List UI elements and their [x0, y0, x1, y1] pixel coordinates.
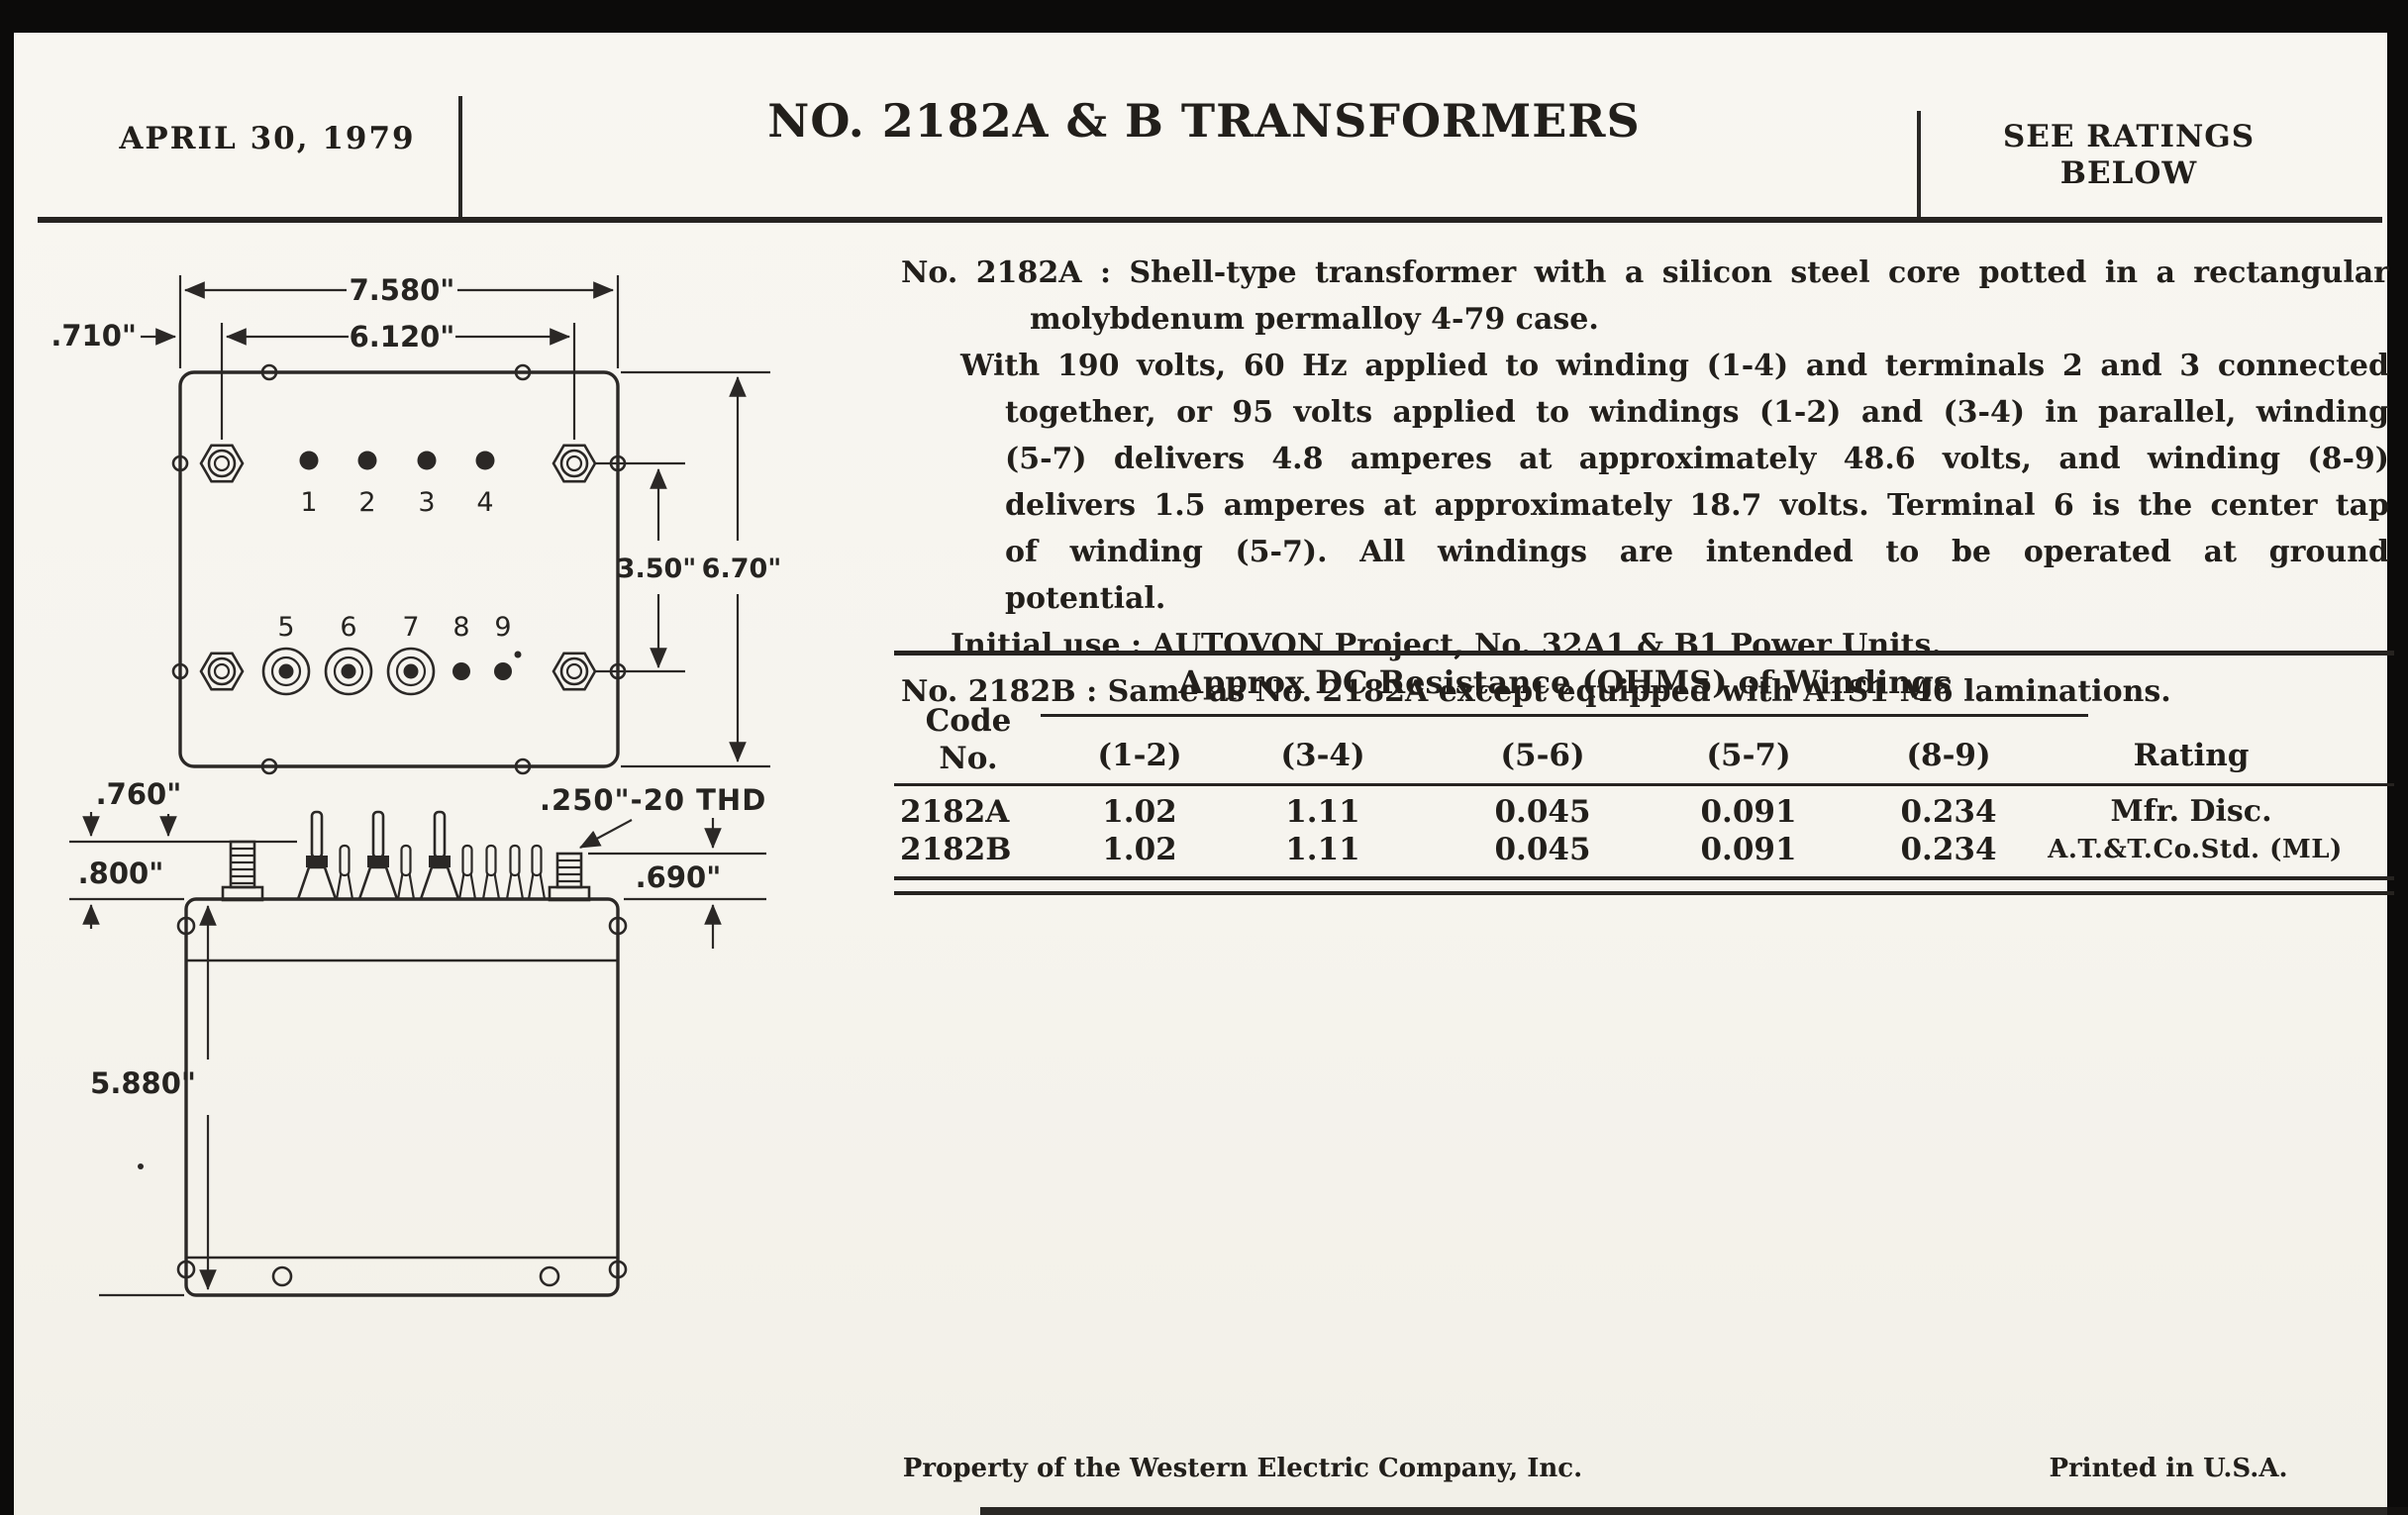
description-line: of winding (5-7). All windings are inten…	[1005, 535, 2389, 569]
case-outline-top-view	[178, 370, 620, 768]
description-line: potential.	[1005, 581, 1166, 616]
dim-label-350: 3.50"	[617, 554, 697, 584]
table-row: 2182B 1.02 1.11 0.045 0.091 0.234 A.T.&T…	[894, 831, 2394, 868]
dim-label-710: .710"	[50, 319, 137, 353]
dimension-case-height-side: 5.880"	[90, 904, 217, 1297]
table-mid-rule	[894, 783, 2394, 786]
dimension-inner-width: 6.120"	[220, 320, 576, 440]
page-title: NO. 2182A & B TRANSFORMERS	[767, 94, 1641, 148]
dim-label-thread: .250"-20 THD	[540, 783, 766, 817]
variant-2182b-line: No. 2182B : Same as No. 2182A except equ…	[901, 674, 2171, 709]
col-header-8-9: (8-9)	[1906, 738, 1991, 773]
ratings-note-line1: SEE RATINGS	[2002, 119, 2256, 154]
r34-cell: 1.11	[1285, 832, 1360, 867]
dim-label-800: .800"	[78, 857, 164, 890]
r56-cell: 0.045	[1494, 832, 1591, 867]
header-divider-right	[1917, 111, 1921, 221]
terminals-row2: 5 6 7 8 9	[261, 612, 522, 696]
printed-note: Printed in U.S.A.	[2049, 1454, 2288, 1483]
dimension-outer-width: 7.580"	[178, 273, 620, 368]
header-rule	[38, 217, 2382, 223]
base-hole	[539, 1265, 560, 1287]
case-outline-side-view	[184, 897, 620, 1297]
col-header-5-7: (5-7)	[1706, 738, 1791, 773]
dimension-case-height: 6.70"	[621, 370, 782, 768]
table-span-header: Approx DC Resistance (OHMS) of Windings	[1178, 663, 1952, 701]
terminal-label: 8	[452, 612, 469, 643]
dim-label-690: .690"	[636, 860, 722, 894]
paper-sheet	[14, 33, 2387, 1515]
terminal-label: 6	[340, 612, 356, 643]
side-view-drawing: .760" .800" 5.880" .250"-20 THD	[69, 777, 766, 1297]
code-cell: 2182A	[900, 794, 1010, 830]
description-line: together, or 95 volts applied to winding…	[1005, 395, 2389, 430]
terminal-label: 9	[494, 612, 511, 643]
dimension-stud-height-right: .690"	[588, 818, 766, 949]
description-line: No. 2182A : Shell-type transformer with …	[901, 255, 2389, 290]
initial-use-line: Initial use : AUTOVON Project, No. 32A1 …	[951, 628, 1942, 662]
resistance-table: Approx DC Resistance (OHMS) of Windings …	[894, 651, 2394, 900]
ratings-note: SEE RATINGS BELOW	[1931, 119, 2327, 192]
terminal-label: 4	[476, 487, 493, 518]
r89-cell: 0.234	[1900, 832, 1997, 867]
table-bottom-rule	[894, 876, 2394, 895]
terminal-label: 7	[402, 612, 419, 643]
code-column-header: Code No.	[894, 702, 1043, 777]
top-view-drawing: 1 2 3 4 5 6 7 8 9 7.580"	[50, 273, 782, 775]
table-top-rule	[894, 651, 2394, 656]
description-line: With 190 volts, 60 Hz applied to winding…	[960, 349, 2389, 383]
header-divider-left	[458, 96, 462, 221]
r57-cell: 0.091	[1700, 794, 1797, 830]
dimension-thread-callout: .250"-20 THD	[540, 783, 766, 849]
terminal-label: 3	[418, 487, 435, 518]
terminal-pins	[296, 810, 547, 901]
threaded-stud-left	[221, 840, 264, 902]
terminal-label: 1	[300, 487, 317, 518]
dim-label-7580: 7.580"	[350, 273, 455, 307]
terminals-row1: 1 2 3 4	[299, 451, 495, 518]
description-line: (5-7) delivers 4.8 amperes at approximat…	[1005, 442, 2389, 476]
rating-cell: Mfr. Disc.	[2110, 794, 2272, 829]
document-date: APRIL 30, 1979	[119, 121, 416, 156]
r34-cell: 1.11	[1285, 794, 1360, 830]
r56-cell: 0.045	[1494, 794, 1591, 830]
dim-label-5880: 5.880"	[90, 1066, 196, 1100]
code-header-line1: Code	[925, 703, 1012, 739]
case-seam-tabs	[171, 363, 627, 775]
dimension-edge-offset: .710"	[50, 319, 177, 353]
dim-label-6120: 6.120"	[350, 320, 455, 354]
base-hole	[271, 1265, 293, 1287]
table-row: 2182A 1.02 1.11 0.045 0.091 0.234 Mfr. D…	[894, 793, 2394, 831]
mounting-stud-icon	[199, 444, 597, 691]
code-cell: 2182B	[900, 832, 1012, 867]
description-block: No. 2182A : Shell-type transformer with …	[901, 250, 2389, 715]
description-line: delivers 1.5 amperes at approximately 18…	[1005, 488, 2389, 523]
ratings-note-line2: BELOW	[2059, 155, 2198, 191]
property-note: Property of the Western Electric Company…	[902, 1454, 1583, 1483]
rating-cell: A.T.&T.Co.Std. (ML)	[2048, 835, 2343, 864]
r12-cell: 1.02	[1102, 794, 1177, 830]
dimension-row-spacing: 3.50"	[596, 461, 697, 673]
terminal-label: 2	[358, 487, 375, 518]
terminal-label: 5	[277, 612, 294, 643]
dim-label-670: 6.70"	[702, 554, 782, 584]
r57-cell: 0.091	[1700, 832, 1797, 867]
description-line: molybdenum permalloy 4-79 case.	[1030, 302, 1599, 337]
r89-cell: 0.234	[1900, 794, 1997, 830]
dimension-pin-height: .760"	[69, 777, 297, 844]
col-header-1-2: (1-2)	[1097, 738, 1182, 773]
case-corner-tabs	[176, 916, 628, 1279]
dimension-stud-height-left: .800"	[69, 812, 184, 929]
code-header-line2: No.	[939, 741, 998, 776]
dim-label-760: .760"	[96, 777, 182, 811]
col-header-3-4: (3-4)	[1280, 738, 1365, 773]
col-header-5-6: (5-6)	[1500, 738, 1585, 773]
r12-cell: 1.02	[1102, 832, 1177, 867]
threaded-stud-right	[548, 852, 591, 902]
scan-bottom-edge	[980, 1507, 2408, 1515]
rating-column-header: Rating	[2133, 738, 2250, 773]
table-span-rule	[1041, 714, 2088, 717]
